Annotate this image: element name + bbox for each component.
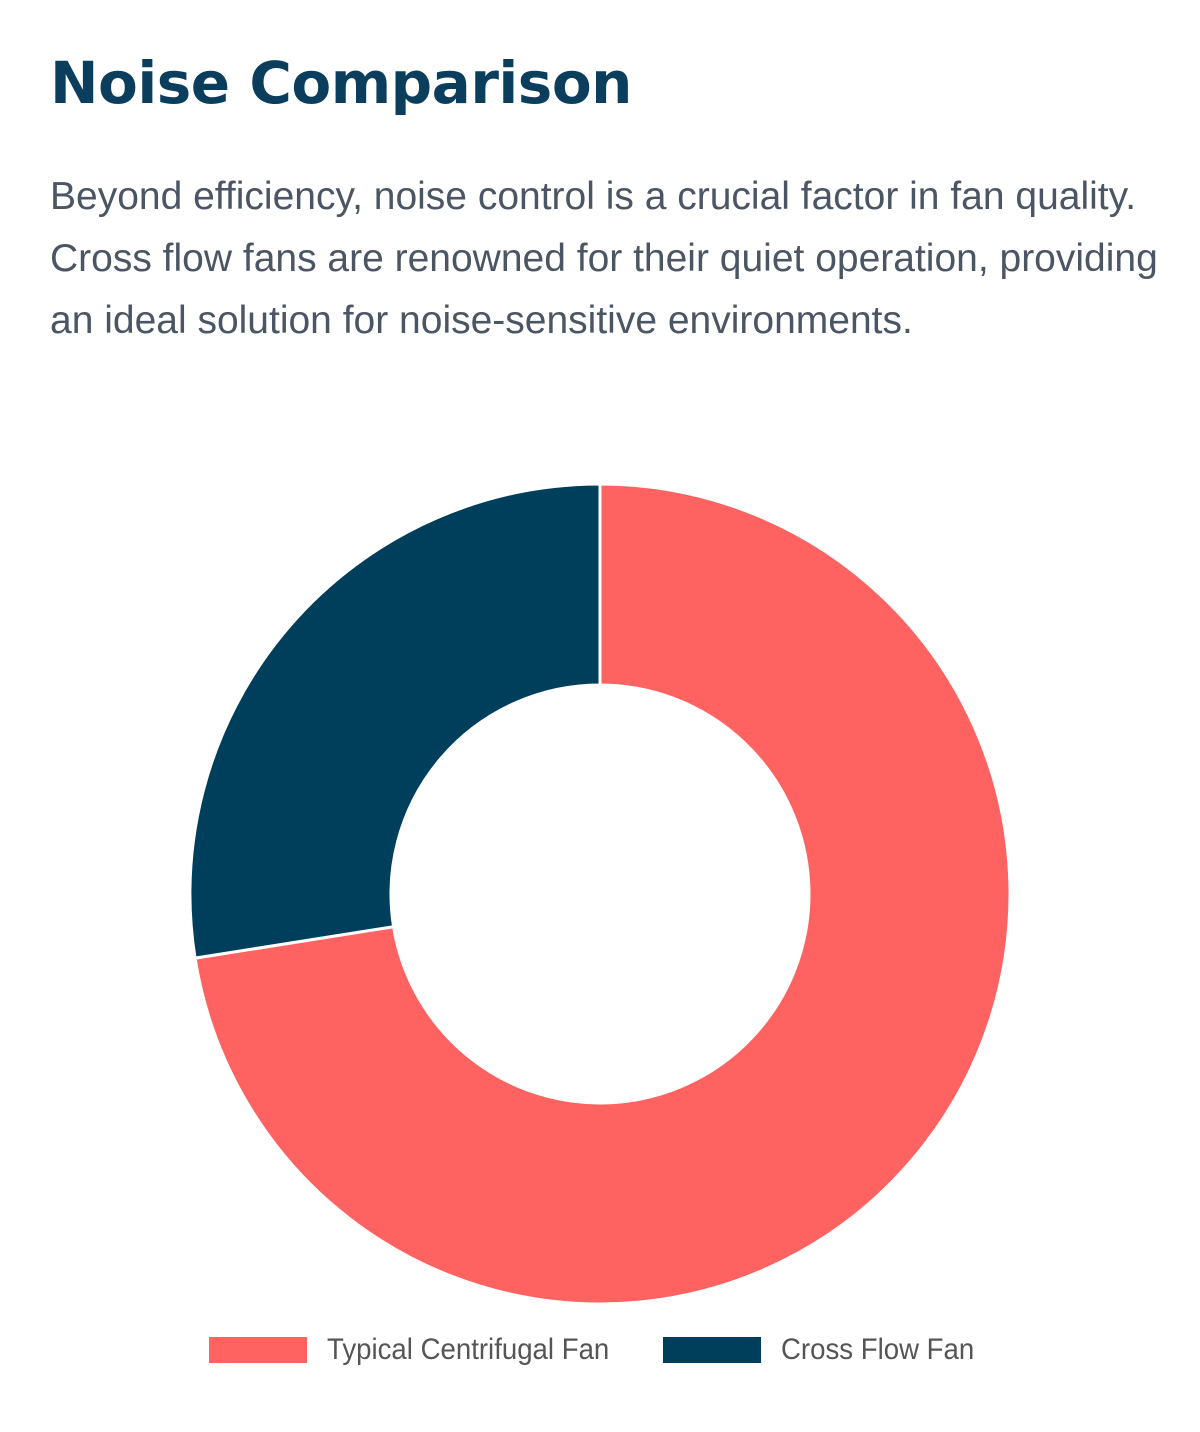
legend-swatch <box>208 1337 307 1363</box>
legend-item-cross-flow-fan[interactable]: Cross Flow Fan <box>663 1333 991 1367</box>
section-title: Noise Comparison <box>50 49 632 117</box>
legend-swatch <box>663 1337 762 1363</box>
legend-label: Typical Centrifugal Fan <box>326 1333 609 1366</box>
legend-item-typical-centrifugal-fan[interactable]: Typical Centrifugal Fan <box>208 1333 634 1367</box>
doughnut-chart-svg <box>188 482 1012 1306</box>
section-description: Beyond efficiency, noise control is a cr… <box>50 175 1158 342</box>
slice-cross-flow-fan[interactable] <box>188 482 602 960</box>
doughnut-chart <box>180 474 1020 1314</box>
slice-typical-centrifugal-fan[interactable] <box>193 482 1012 1306</box>
legend-label: Cross Flow Fan <box>781 1333 975 1366</box>
chart-legend: Typical Centrifugal Fan Cross Flow Fan <box>0 1328 1200 1372</box>
